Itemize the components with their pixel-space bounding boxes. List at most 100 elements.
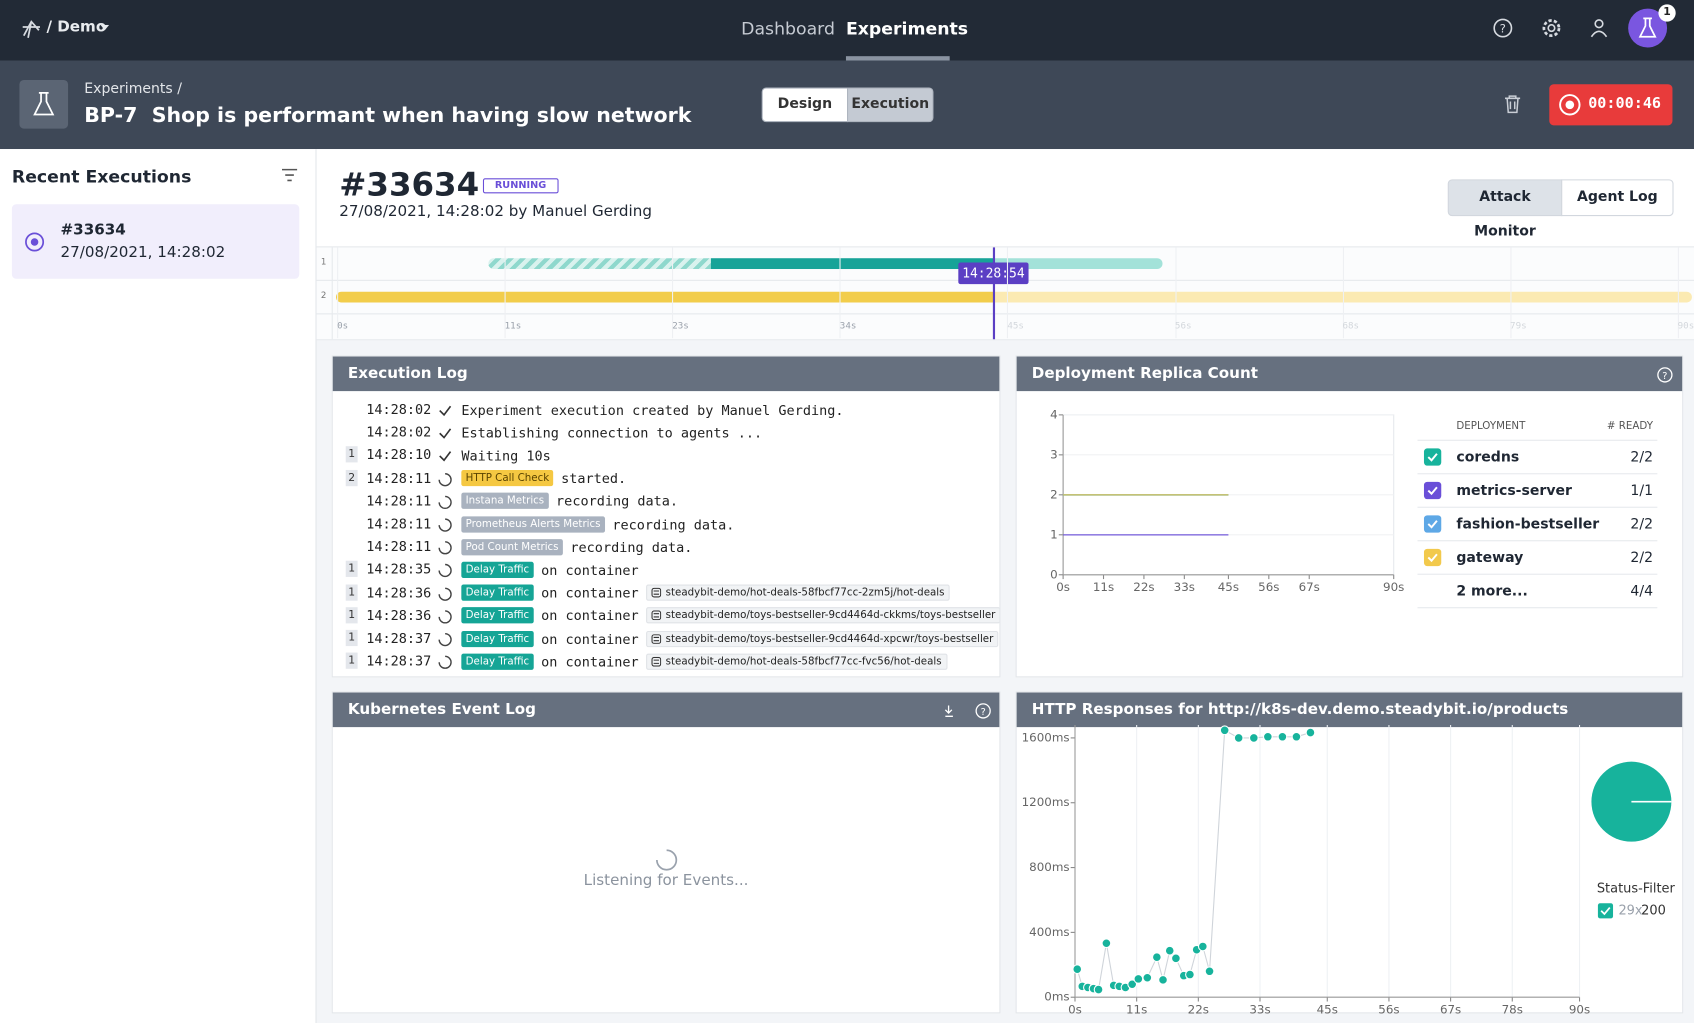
- tab-attack-monitor[interactable]: Attack Monitor: [1447, 179, 1563, 240]
- more-label: 2 more...: [1456, 583, 1528, 600]
- execution-item-id: #33634: [60, 221, 126, 239]
- panel-title: Kubernetes Event Log: [332, 692, 1000, 728]
- execution-meta: 27/08/2021, 14:28:02 by Manuel Gerding: [339, 203, 652, 221]
- timeline-tick-label: 23s: [672, 320, 689, 332]
- log-content: Delay Traffic on container steadybit-demo/…: [461, 628, 999, 650]
- experiment-icon: [19, 79, 69, 129]
- log-state-icon: [438, 516, 453, 532]
- log-state-icon: [438, 631, 453, 647]
- response-point: [1248, 733, 1259, 743]
- x-tick-label: 0s: [1068, 1003, 1082, 1017]
- legend-checkbox[interactable]: [1423, 515, 1442, 533]
- nav-tab[interactable]: Dashboard: [741, 18, 835, 39]
- x-tick-label: 90s: [1383, 580, 1404, 594]
- x-tick-label: 11s: [1093, 580, 1114, 594]
- log-state-icon: [438, 471, 453, 486]
- status-count: 29x: [1618, 903, 1642, 918]
- timeline-bar-remaining: [993, 258, 1163, 270]
- response-point: [1291, 731, 1302, 742]
- x-tick-label: 67s: [1440, 1003, 1461, 1017]
- delete-button[interactable]: [1503, 94, 1522, 116]
- timeline-tick-label: 56s: [1174, 320, 1192, 332]
- response-point: [1142, 972, 1153, 983]
- timer: 00:00:46: [1588, 95, 1662, 113]
- log-content: Delay Traffic on container steadybit-demo/…: [461, 582, 950, 604]
- log-time: 14:28:02: [366, 423, 432, 440]
- deployment-table: DEPLOYMENT # READY coredns 2/2 metrics-serve…: [1417, 416, 1658, 609]
- legend-name: fashion-bestseller: [1456, 516, 1600, 533]
- timeline-tick-label: 11s: [504, 320, 522, 332]
- response-point: [1151, 952, 1162, 963]
- log-time: 14:28:02: [366, 400, 432, 418]
- log-time: 14:28:11: [366, 515, 432, 532]
- caret: [100, 24, 110, 31]
- log-tag: Delay Traffic: [461, 607, 534, 624]
- y-tick-label: 1200ms: [1022, 795, 1070, 809]
- execution-log-panel: Execution Log 14:28:02 Experiment executi…: [331, 355, 1001, 678]
- legend-checkbox[interactable]: [1423, 548, 1442, 567]
- timeline-bar-active: [336, 291, 994, 303]
- check: [1600, 906, 1611, 916]
- log-content: Establishing connection to agents ...: [461, 422, 762, 444]
- svg-text:?: ?: [1500, 22, 1506, 36]
- y-tick-label: 1600ms: [1022, 730, 1070, 744]
- log-text: on container: [541, 607, 639, 624]
- log-time: 14:28:35: [366, 561, 432, 578]
- log-content: Delay Traffic on container: [461, 559, 639, 581]
- log-text: on container: [541, 561, 639, 578]
- y-tick-label: 400ms: [1029, 925, 1069, 939]
- replica-panel: Deployment Replica Count ?: [1015, 355, 1684, 678]
- x-tick-label: 90s: [1569, 1003, 1590, 1017]
- tab-agent-log[interactable]: Agent Log: [1561, 179, 1674, 217]
- status-filter-title: Status-Filter: [1597, 882, 1676, 897]
- mode-design[interactable]: Design: [761, 87, 849, 123]
- legend-checkbox[interactable]: [1423, 481, 1442, 500]
- log-content: HTTP Call Check started.: [461, 467, 626, 489]
- step-badge: 1: [345, 629, 358, 647]
- svg-text:?: ?: [981, 707, 986, 718]
- breadcrumb[interactable]: Experiments /: [84, 81, 182, 98]
- y-tick-label: 3: [1050, 447, 1058, 461]
- execution-item-date: 27/08/2021, 14:28:02: [60, 244, 226, 262]
- response-point: [1262, 731, 1273, 742]
- response-point: [1127, 979, 1138, 990]
- experiment-name: Shop is performant when having slow netw…: [151, 103, 692, 128]
- log-content: Delay Traffic on container steadybit-demo/…: [461, 651, 948, 673]
- execution-summary: #33634 RUNNING 27/08/2021, 14:28:02 by M…: [316, 149, 1694, 247]
- timeline-grid-line: [337, 247, 339, 339]
- timeline: 14:28:54: [316, 246, 1694, 341]
- panel-actions[interactable]: ?: [944, 702, 992, 719]
- nav-tab-active[interactable]: Experiments: [845, 18, 969, 39]
- log-text: on container: [541, 653, 639, 670]
- response-point: [1171, 953, 1181, 964]
- nav-icons[interactable]: ?: [1491, 16, 1675, 48]
- mode-execution[interactable]: Execution: [847, 87, 934, 123]
- log-text: on container: [541, 584, 639, 601]
- legend-checkbox[interactable]: [1423, 448, 1442, 466]
- response-point: [1204, 966, 1215, 977]
- log-tag: Delay Traffic: [461, 584, 534, 601]
- help-icon[interactable]: ?: [1656, 366, 1673, 383]
- timeline-tick-label: 0s: [337, 320, 349, 332]
- timeline-grid-line: [504, 247, 506, 339]
- x-tick-label: 33s: [1249, 1003, 1270, 1017]
- status-checkbox[interactable]: [1597, 903, 1614, 919]
- log-content: Instana Metrics recording data.: [461, 490, 678, 512]
- log-content: Delay Traffic on container steadybit-demo/…: [461, 605, 1000, 627]
- execution-item[interactable]: #33634 27/08/2021, 14:28:02: [11, 204, 300, 279]
- log-state-icon: [438, 608, 453, 624]
- workspace[interactable]: / Demo: [46, 18, 107, 36]
- response-point: [1072, 964, 1083, 975]
- stop-timer-button[interactable]: 00:00:46: [1549, 84, 1673, 126]
- table-header-cell: DEPLOYMENT: [1456, 420, 1526, 433]
- x-tick-label: 45s: [1218, 580, 1239, 594]
- x-tick-label: 11s: [1126, 1003, 1147, 1017]
- filter-icon[interactable]: [281, 168, 298, 182]
- log-content: Experiment execution created by Manuel G…: [461, 399, 843, 421]
- sidebar-title: Recent Executions: [11, 166, 192, 187]
- log-time: 14:28:10: [366, 446, 432, 463]
- svg-text:?: ?: [1662, 371, 1667, 382]
- log-time: 14:28:36: [366, 606, 432, 624]
- response-point: [1185, 969, 1195, 980]
- x-tick-label: 22s: [1133, 580, 1154, 594]
